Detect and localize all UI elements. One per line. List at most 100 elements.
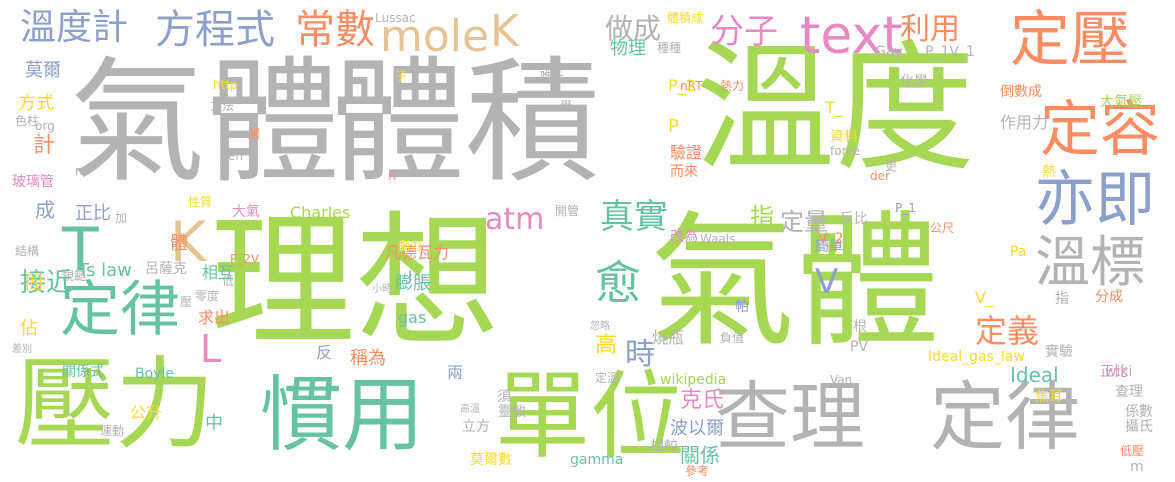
cloud-word: P_2V bbox=[230, 252, 260, 266]
cloud-word: 低 bbox=[222, 274, 235, 288]
cloud-word: 定量 bbox=[780, 208, 828, 236]
cloud-word: 愈 bbox=[595, 256, 641, 310]
cloud-word: 立方 bbox=[462, 419, 490, 435]
cloud-word: P_2 bbox=[668, 76, 696, 95]
cloud-word: 開管 bbox=[555, 204, 580, 218]
cloud-word: 熱力 bbox=[720, 79, 745, 93]
cloud-word: Boyle bbox=[135, 366, 174, 382]
cloud-word: 正比 bbox=[75, 203, 111, 224]
cloud-word: 計 bbox=[33, 133, 56, 158]
cloud-word: 體積成 bbox=[667, 11, 704, 25]
cloud-word: P bbox=[668, 116, 679, 137]
cloud-word: 子 bbox=[395, 69, 408, 83]
cloud-word: 方式 bbox=[18, 93, 54, 114]
cloud-word: 動力 bbox=[398, 239, 423, 253]
cloud-word: 忽略 bbox=[590, 321, 610, 332]
cloud-word: Pa bbox=[1010, 244, 1027, 260]
cloud-word: 分成 bbox=[1095, 289, 1123, 305]
cloud-word: 中 bbox=[205, 413, 223, 434]
cloud-word: 時 bbox=[625, 337, 655, 372]
cloud-word: 種種 bbox=[657, 41, 682, 55]
cloud-word: 物理 bbox=[610, 38, 646, 59]
cloud-word: 佔 bbox=[20, 318, 38, 339]
cloud-word: 大氣壓 bbox=[1100, 94, 1142, 110]
cloud-word: Ts law bbox=[78, 260, 132, 281]
cloud-word: 改為 bbox=[670, 229, 698, 245]
cloud-word: 接近 bbox=[20, 268, 73, 298]
cloud-word: 求出 bbox=[198, 308, 231, 327]
cloud-word: 稱為 bbox=[350, 348, 386, 369]
cloud-word: P_1 bbox=[895, 201, 916, 215]
cloud-word: 公升 bbox=[130, 403, 163, 422]
cloud-word: 凡德瓦力 bbox=[385, 243, 450, 262]
cloud-word: 零度 bbox=[195, 289, 220, 303]
cloud-word: 焦耳 bbox=[1035, 389, 1063, 405]
cloud-word: 查理 bbox=[715, 373, 866, 461]
cloud-word: Gay bbox=[875, 44, 903, 60]
cloud-word: 溫度計 bbox=[20, 7, 129, 48]
cloud-word: 指 bbox=[750, 203, 774, 231]
cloud-word: 定義 bbox=[975, 312, 1040, 350]
cloud-word: 體積 bbox=[330, 44, 600, 201]
cloud-word: 呂薩克 bbox=[145, 261, 187, 277]
cloud-word: en bbox=[228, 149, 243, 163]
cloud-word: 加 bbox=[115, 211, 128, 225]
cloud-word: 克氏 bbox=[680, 388, 725, 413]
cloud-word: 關係 bbox=[680, 443, 720, 467]
cloud-word: mole bbox=[380, 11, 490, 62]
cloud-word: 常數 bbox=[295, 7, 375, 53]
cloud-word: 定律 bbox=[930, 373, 1081, 461]
cloud-word: 更 bbox=[885, 159, 898, 173]
cloud-word: V bbox=[815, 262, 839, 302]
cloud-word: 兩 bbox=[447, 363, 464, 382]
cloud-word: 分子 bbox=[710, 12, 778, 52]
cloud-word: 而來 bbox=[670, 164, 698, 180]
cloud-word: 氣體 bbox=[70, 44, 340, 201]
cloud-word: 方法 bbox=[210, 99, 235, 113]
cloud-word: 高 bbox=[595, 333, 618, 358]
cloud-word: 化學 bbox=[900, 74, 928, 90]
cloud-word: 波以爾 bbox=[670, 418, 724, 439]
cloud-word: 慣用 bbox=[260, 368, 425, 463]
cloud-word: text bbox=[800, 6, 903, 66]
cloud-word: 簡單 bbox=[815, 239, 843, 255]
cloud-word: 差別 bbox=[12, 344, 32, 355]
cloud-word: 莫爾數 bbox=[470, 452, 512, 468]
cloud-word: PV bbox=[850, 339, 869, 355]
cloud-word: 相互 bbox=[202, 263, 235, 282]
cloud-word: 熱 bbox=[1042, 164, 1056, 180]
cloud-word: 單位 bbox=[495, 362, 686, 472]
cloud-word: 氣體 bbox=[650, 198, 940, 367]
cloud-word: 大氣 bbox=[232, 204, 260, 220]
cloud-word: 實驗 bbox=[1045, 344, 1073, 360]
cloud-word: wikipedia bbox=[660, 372, 727, 388]
cloud-word: 指 bbox=[1055, 291, 1069, 307]
cloud-word: 體 bbox=[170, 233, 188, 254]
cloud-word: 高溫 bbox=[460, 404, 480, 415]
cloud-word: 反 bbox=[316, 343, 333, 362]
cloud-word: 唯一 bbox=[540, 69, 565, 83]
cloud-word: K bbox=[490, 6, 519, 57]
cloud-word: V_2 bbox=[818, 231, 844, 247]
cloud-word: 帕 bbox=[735, 299, 749, 315]
cloud-word: 作用力 bbox=[1000, 113, 1049, 132]
cloud-word: 溫標 bbox=[1035, 230, 1146, 294]
cloud-word: 理想 bbox=[210, 198, 500, 367]
cloud-word: der bbox=[870, 169, 890, 183]
cloud-word: 低壓 bbox=[1120, 444, 1145, 458]
cloud-word: 利用 bbox=[900, 12, 960, 47]
cloud-word: 根 bbox=[853, 319, 867, 335]
cloud-word: 規範 bbox=[62, 269, 87, 283]
cloud-word: 參考 bbox=[685, 464, 710, 478]
cloud-word: gas bbox=[398, 308, 427, 327]
cloud-word: T_ bbox=[825, 98, 843, 117]
cloud-word: force bbox=[830, 144, 861, 158]
cloud-word: 燒瓶 bbox=[652, 328, 685, 347]
cloud-word: 壓力 bbox=[15, 346, 215, 463]
cloud-word: 越 bbox=[248, 127, 261, 141]
cloud-word: 膨脹 bbox=[395, 273, 431, 294]
cloud-word: Ideal_gas_law bbox=[928, 349, 1025, 365]
cloud-word: 查理 bbox=[1115, 384, 1143, 400]
cloud-word: T bbox=[62, 215, 99, 285]
